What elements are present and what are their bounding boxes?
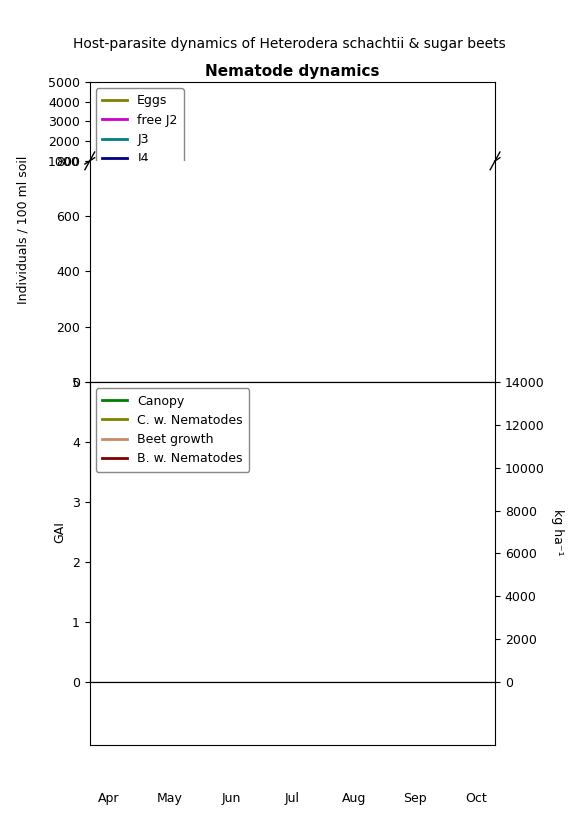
Legend: Eggs, free J2, J3, J4, Adulte, Cysts: Eggs, free J2, J3, J4, Adulte, Cysts <box>96 88 184 210</box>
Legend: Canopy, C. w. Nematodes, Beet growth, B. w. Nematodes: Canopy, C. w. Nematodes, Beet growth, B.… <box>96 388 249 472</box>
Text: Host-parasite dynamics of Heterodera schachtii & sugar beets: Host-parasite dynamics of Heterodera sch… <box>73 37 506 51</box>
Text: Individuals / 100 ml soil: Individuals / 100 ml soil <box>17 155 30 304</box>
Title: Nematode dynamics: Nematode dynamics <box>205 65 380 79</box>
Y-axis label: kg ha⁻¹: kg ha⁻¹ <box>551 509 564 555</box>
Y-axis label: GAI: GAI <box>53 521 67 543</box>
